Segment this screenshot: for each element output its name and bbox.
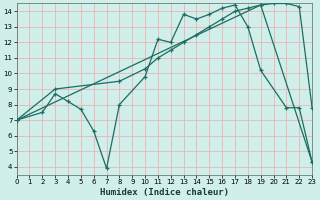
X-axis label: Humidex (Indice chaleur): Humidex (Indice chaleur)	[100, 188, 229, 197]
